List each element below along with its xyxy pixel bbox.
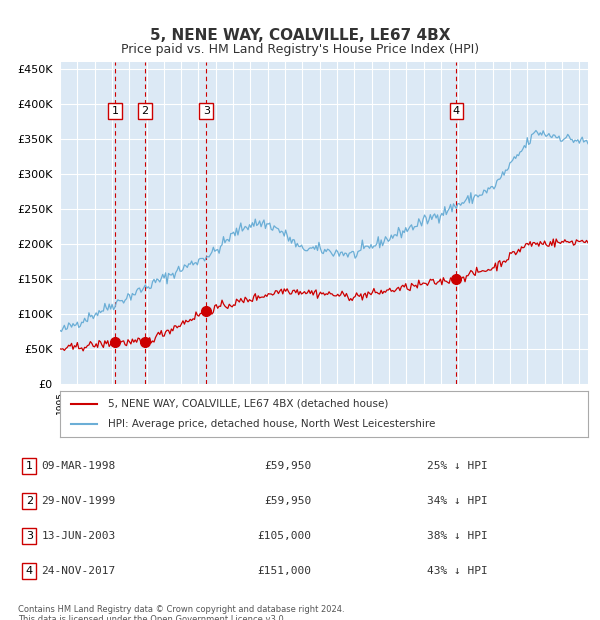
Text: Contains HM Land Registry data © Crown copyright and database right 2024.
This d: Contains HM Land Registry data © Crown c…: [18, 604, 344, 620]
Text: Price paid vs. HM Land Registry's House Price Index (HPI): Price paid vs. HM Land Registry's House …: [121, 43, 479, 56]
Text: 43% ↓ HPI: 43% ↓ HPI: [427, 566, 487, 576]
Text: 13-JUN-2003: 13-JUN-2003: [41, 531, 116, 541]
Text: 34% ↓ HPI: 34% ↓ HPI: [427, 496, 487, 506]
Text: 2: 2: [142, 106, 149, 116]
Text: £105,000: £105,000: [257, 531, 311, 541]
Text: £59,950: £59,950: [264, 461, 311, 471]
Text: 3: 3: [203, 106, 210, 116]
Text: 29-NOV-1999: 29-NOV-1999: [41, 496, 116, 506]
Text: 1: 1: [112, 106, 119, 116]
Text: 2: 2: [26, 496, 33, 506]
Text: 4: 4: [453, 106, 460, 116]
Text: £59,950: £59,950: [264, 496, 311, 506]
Text: £151,000: £151,000: [257, 566, 311, 576]
Text: 5, NENE WAY, COALVILLE, LE67 4BX (detached house): 5, NENE WAY, COALVILLE, LE67 4BX (detach…: [107, 399, 388, 409]
Text: HPI: Average price, detached house, North West Leicestershire: HPI: Average price, detached house, Nort…: [107, 419, 435, 429]
Text: 25% ↓ HPI: 25% ↓ HPI: [427, 461, 487, 471]
Text: 3: 3: [26, 531, 33, 541]
Text: 4: 4: [26, 566, 33, 576]
Text: 5, NENE WAY, COALVILLE, LE67 4BX: 5, NENE WAY, COALVILLE, LE67 4BX: [150, 28, 450, 43]
Text: 1: 1: [26, 461, 33, 471]
Text: 09-MAR-1998: 09-MAR-1998: [41, 461, 116, 471]
Text: 24-NOV-2017: 24-NOV-2017: [41, 566, 116, 576]
Text: 38% ↓ HPI: 38% ↓ HPI: [427, 531, 487, 541]
